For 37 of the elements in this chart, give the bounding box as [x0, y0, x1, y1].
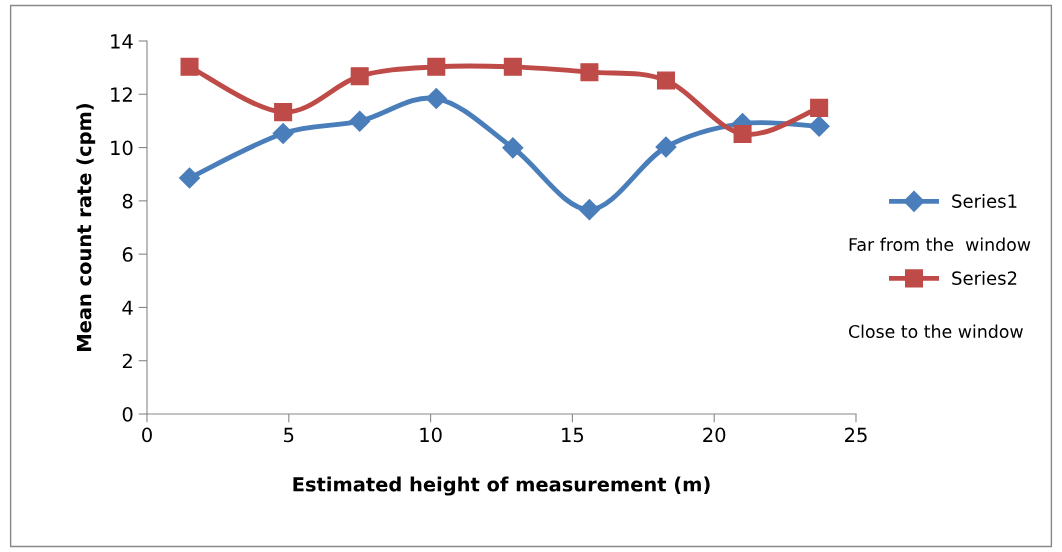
- y-tick-label: 14: [111, 34, 133, 49]
- y-tick-label: 12: [111, 87, 132, 102]
- annotation: Far from the window: [849, 237, 1031, 252]
- x-tick-label: 25: [845, 427, 867, 443]
- point: [656, 71, 676, 90]
- y-tick-label: 2: [122, 353, 132, 369]
- point: [427, 57, 446, 76]
- y-tick-label: 6: [122, 247, 133, 262]
- point: [655, 136, 677, 158]
- x-tick-label: 20: [703, 427, 726, 443]
- legend-label: Series2: [952, 270, 1017, 285]
- point: [180, 57, 199, 76]
- point: [580, 63, 599, 82]
- point: [810, 98, 829, 117]
- point: [733, 124, 752, 144]
- y-tick-label: 0: [122, 406, 133, 422]
- point: [808, 115, 830, 137]
- point: [350, 67, 369, 86]
- legend-label: Series1: [952, 193, 1017, 208]
- x-tick-label: 10: [420, 427, 442, 443]
- y-axis-title: Mean count rate (cpm): [76, 104, 96, 351]
- point: [578, 199, 600, 221]
- point: [272, 122, 294, 144]
- point: [502, 137, 524, 159]
- point: [503, 57, 522, 76]
- y-tick-label: 4: [122, 300, 133, 315]
- point: [425, 88, 447, 110]
- y-tick-label: 8: [122, 193, 133, 209]
- x-axis-title: Estimated height of measurement (m): [293, 476, 710, 496]
- point: [349, 110, 371, 132]
- x-tick-label: 0: [142, 427, 152, 443]
- point: [179, 167, 201, 189]
- annotation: Close to the window: [848, 324, 1023, 339]
- x-tick-label: 5: [284, 427, 294, 443]
- y-tick-label: 10: [111, 140, 133, 156]
- point: [274, 103, 293, 122]
- x-tick-label: 15: [562, 427, 584, 443]
